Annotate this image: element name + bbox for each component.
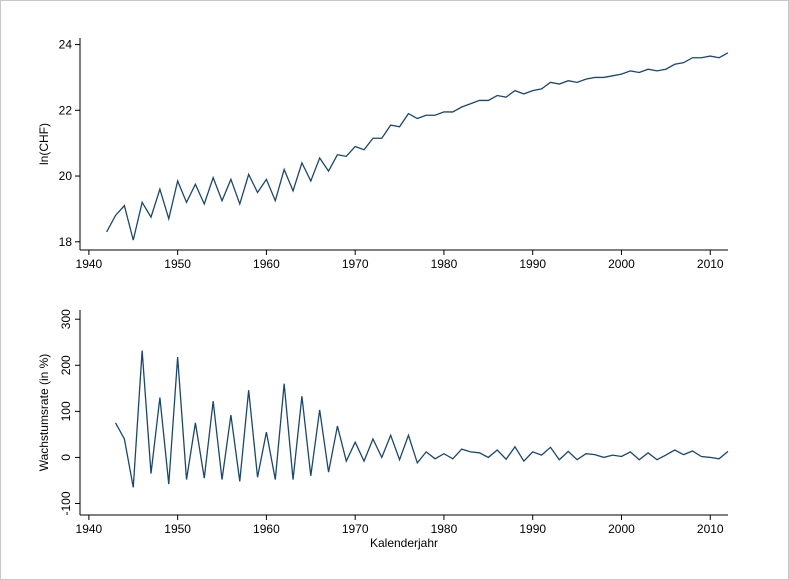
- y-tick-label: -100: [59, 491, 73, 515]
- y-tick-label: 22: [59, 103, 73, 117]
- data-line: [106, 52, 729, 241]
- y-tick-label: 20: [59, 169, 73, 183]
- x-tick-label: 2000: [608, 257, 635, 271]
- x-tick-label: 1970: [342, 522, 369, 536]
- y-tick-label: 300: [59, 309, 73, 329]
- x-tick-label: 1990: [519, 257, 546, 271]
- x-tick-label: 2010: [697, 522, 724, 536]
- x-tick-label: 2000: [608, 522, 635, 536]
- y-tick-label: 0: [59, 454, 73, 461]
- y-axis-title: Wachstumsrate (in %): [37, 354, 51, 472]
- x-tick-label: 2010: [697, 257, 724, 271]
- x-tick-label: 1980: [431, 522, 458, 536]
- x-tick-label: 1950: [164, 522, 191, 536]
- y-tick-label: 200: [59, 355, 73, 375]
- x-tick-label: 1960: [253, 257, 280, 271]
- y-tick-label: 100: [59, 401, 73, 421]
- y-tick-label: 24: [59, 38, 73, 52]
- x-tick-label: 1950: [164, 257, 191, 271]
- x-tick-label: 1990: [519, 522, 546, 536]
- x-axis-title: Kalenderjahr: [370, 536, 438, 550]
- x-tick-label: 1940: [76, 257, 103, 271]
- y-tick-label: 18: [59, 235, 73, 249]
- x-tick-label: 1940: [76, 522, 103, 536]
- x-tick-label: 1970: [342, 257, 369, 271]
- data-line: [114, 350, 729, 488]
- x-tick-label: 1960: [253, 522, 280, 536]
- x-tick-label: 1980: [431, 257, 458, 271]
- y-axis-title: ln(CHF): [37, 123, 51, 165]
